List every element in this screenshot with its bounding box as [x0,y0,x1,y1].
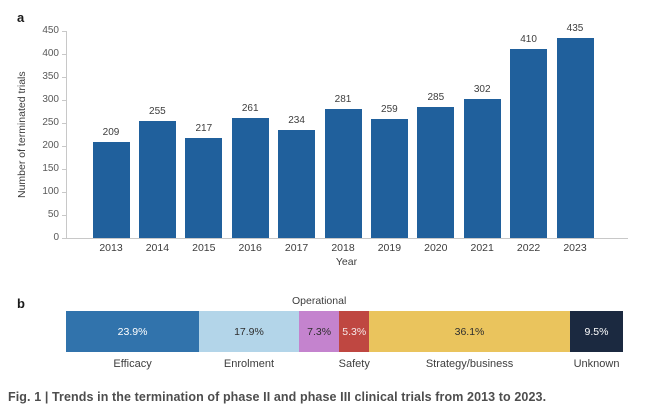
bar-2014 [138,120,176,238]
bar-value-label: 217 [195,123,213,135]
bar-value-label: 435 [566,22,584,34]
y-axis-title: Number of terminated trials [16,71,28,198]
bar-2018 [324,108,362,238]
x-tick-label: 2021 [470,242,494,254]
x-axis-title: Year [335,256,358,268]
y-tick-mark [62,169,66,170]
segment-top-label: Operational [292,295,347,307]
x-tick-label: 2020 [424,242,448,254]
bar-value-label: 285 [427,91,445,103]
x-tick-label: 2018 [331,242,355,254]
segment-enrolment: 17.9% [199,311,299,352]
y-tick-mark [62,238,66,239]
segment-unknown: 9.5% [570,311,623,352]
stacked-bar: 23.9% 17.9% 7.3% 5.3% 36.1% 9.5% [66,311,623,352]
bar-value-label: 209 [102,126,120,138]
bar-value-label: 234 [288,115,305,127]
x-tick-label: 2022 [516,242,541,254]
panel-a-plot: 0 50 100 150 200 250 300 350 400 450 209 2013 255 201… [42,23,628,254]
segment-operational: 7.3% [298,311,340,352]
y-tick-label: 150 [42,163,59,174]
x-tick-label: 2023 [563,242,587,254]
bar-value-label: 410 [520,34,537,46]
bar-2021 [463,99,501,238]
bar-value-label: 255 [149,105,166,117]
y-tick-mark [62,54,66,55]
bar-2023 [556,37,594,238]
y-tick-label: 0 [53,232,59,243]
segment-efficacy: 23.9% [66,311,200,352]
segment-bottom-label: Unknown [573,358,620,370]
y-tick-mark [62,192,66,193]
bar-2019 [370,118,408,238]
bar-2020 [417,106,455,238]
x-tick-label: 2014 [145,242,170,254]
y-tick-mark [62,100,66,101]
x-tick-label: 2013 [99,242,123,254]
bar-2013 [92,141,130,238]
x-tick-label: 2019 [377,242,402,254]
bar-value-label: 261 [241,102,259,114]
bar-2016 [231,117,269,238]
y-tick-label: 100 [42,186,59,197]
x-tick-label: 2016 [238,242,262,254]
y-tick-label: 250 [42,117,59,128]
y-tick-mark [62,31,66,32]
y-tick-mark [62,77,66,78]
panel-a-label: a [17,10,25,25]
segment-bottom-label: Enrolment [223,358,275,370]
bar-2022 [510,49,548,238]
segment-bottom-label: Strategy/business [425,358,514,370]
bar-value-label: 302 [473,84,491,96]
x-tick-label: 2017 [284,242,309,254]
panel-b-label: b [17,296,25,311]
figure-caption: Fig. 1 | Trends in the termination of ph… [8,390,547,404]
segment-bottom-label: Efficacy [113,358,152,370]
segment-bottom-label: Safety [338,358,370,370]
y-tick-mark [62,123,66,124]
y-tick-label: 400 [42,48,59,59]
x-tick-label: 2015 [192,242,216,254]
y-tick-label: 450 [42,25,59,36]
bar-2017 [278,130,316,238]
y-tick-mark [62,146,66,147]
segment-safety: 5.3% [339,311,369,352]
bar-2015 [185,138,223,238]
y-tick-label: 300 [42,94,59,105]
bar-value-label: 281 [334,93,352,105]
bar-value-label: 259 [381,103,398,115]
y-tick-mark [62,215,66,216]
segment-strategy-business: 36.1% [368,311,571,352]
y-tick-label: 350 [42,71,59,82]
y-tick-label: 200 [42,140,59,151]
y-tick-label: 50 [47,209,59,220]
